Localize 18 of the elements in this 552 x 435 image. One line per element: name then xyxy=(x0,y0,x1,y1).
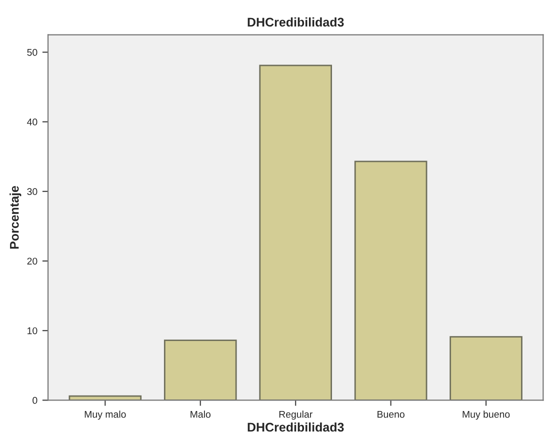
chart-title: DHCredibilidad3 xyxy=(248,17,344,27)
x-tick-label: Muy malo xyxy=(84,410,126,420)
y-tick-label: 30 xyxy=(27,188,38,196)
x-tick-label: Regular xyxy=(279,410,312,420)
bar xyxy=(450,336,522,400)
x-axis-title: DHCredibilidad3 xyxy=(248,422,344,432)
x-tick-label: Bueno xyxy=(378,410,404,418)
y-axis-title: Porcentaje xyxy=(10,186,22,249)
bar xyxy=(354,160,428,400)
y-tick-label: 0 xyxy=(32,396,38,404)
y-tick-label: 20 xyxy=(27,258,38,265)
y-tick-label: 40 xyxy=(27,118,38,126)
y-tick-label: 10 xyxy=(28,327,38,334)
x-tick-label: Muy bueno xyxy=(462,410,510,420)
bar xyxy=(164,340,237,400)
bar xyxy=(259,64,332,400)
x-tick-label: Malo xyxy=(190,410,211,418)
y-tick-label: 50 xyxy=(27,48,38,56)
